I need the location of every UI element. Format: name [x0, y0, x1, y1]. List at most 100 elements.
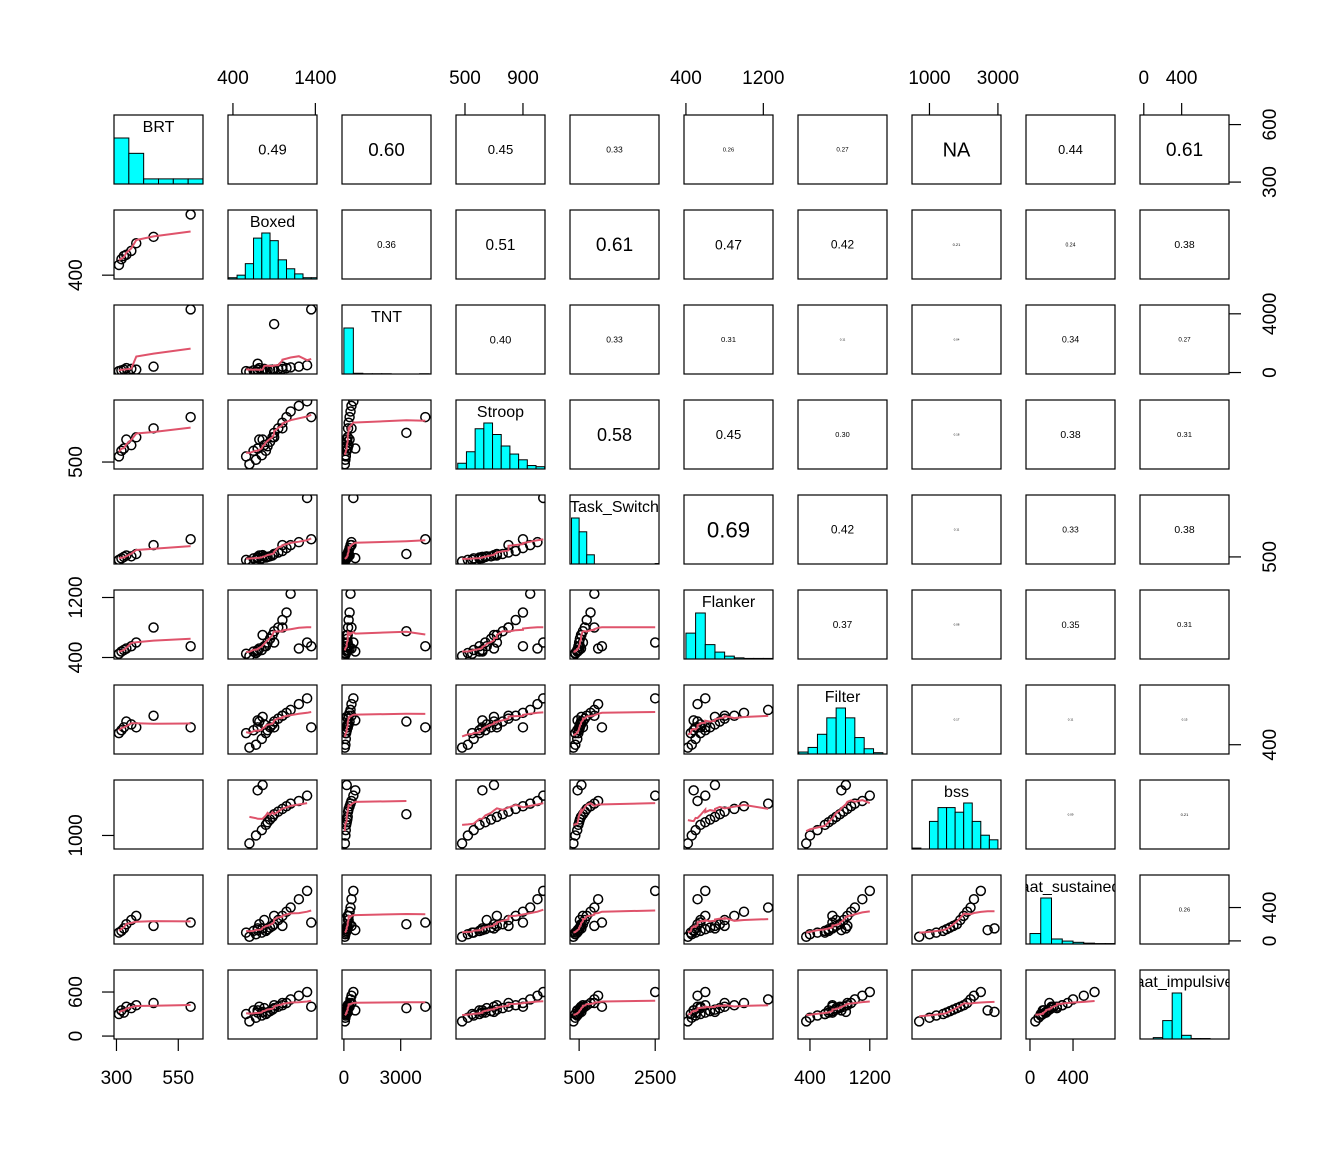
scatter-point — [1079, 991, 1088, 1000]
panel — [114, 413, 195, 461]
panel: 0.30 — [835, 430, 849, 439]
panel — [114, 911, 195, 937]
correlation-label: 0.11 — [840, 338, 846, 342]
panel — [114, 711, 195, 737]
correlation-label: 0.30 — [835, 430, 849, 439]
panel: 0.33 — [606, 144, 623, 154]
histogram-bar — [947, 808, 956, 849]
panel-border — [798, 780, 887, 849]
scatter-point — [597, 723, 606, 732]
scatter-point — [402, 1004, 411, 1013]
histogram-bar — [484, 423, 493, 469]
panel-border — [570, 875, 659, 944]
histogram-bar — [938, 808, 947, 849]
panel — [458, 694, 548, 752]
x-tick-label: 400 — [794, 1068, 826, 1089]
correlation-label: 0.17 — [954, 718, 960, 722]
scatter-point — [539, 694, 548, 703]
scatter-point — [303, 397, 312, 406]
smooth-line — [345, 420, 426, 455]
scatter-point — [492, 812, 501, 821]
scatter-point — [701, 886, 710, 895]
y-tick-label: 0 — [1260, 936, 1281, 947]
correlation-label: 0.11 — [954, 528, 960, 532]
scatter-point — [858, 895, 867, 904]
histogram-bar — [188, 179, 203, 184]
correlation-label: 0.24 — [1066, 242, 1076, 248]
scatter-point — [693, 700, 702, 709]
scatter-point — [651, 791, 660, 800]
scatter-point — [458, 839, 467, 848]
panel: 0.31 — [1177, 620, 1192, 629]
scatter-point — [307, 723, 316, 732]
scatter-point — [764, 995, 773, 1004]
panel: 0.11 — [954, 528, 960, 532]
histogram-bar — [855, 738, 864, 754]
scatter-point — [245, 460, 254, 469]
panel: 0.49 — [258, 143, 286, 159]
panel-border — [114, 210, 203, 279]
scatter-point — [258, 781, 267, 790]
x-tick-label: 900 — [507, 68, 539, 89]
panel-border — [342, 780, 431, 849]
correlation-label: 0.45 — [488, 142, 513, 157]
scatter-point — [186, 210, 195, 219]
panel: 0.21 — [1181, 812, 1190, 817]
scatter-point — [597, 918, 606, 927]
scatter-point — [478, 786, 487, 795]
panel — [242, 305, 316, 376]
scatter-point — [402, 920, 411, 929]
panel: 0.60 — [368, 139, 405, 160]
panel: 0.17 — [954, 718, 960, 722]
smooth-line — [119, 428, 191, 452]
scatter-point — [539, 791, 548, 800]
panel: TNT — [344, 309, 429, 374]
panel — [458, 781, 548, 848]
histogram-bar — [519, 460, 528, 469]
histogram-bar — [458, 463, 467, 469]
panel: 0.27 — [836, 147, 849, 154]
scatter-point — [701, 988, 710, 997]
scatter-point — [693, 895, 702, 904]
y-tick-label: 400 — [1260, 892, 1281, 924]
correlation-label: 0.51 — [486, 237, 516, 254]
scatter-point — [421, 723, 430, 732]
scatter-point — [511, 616, 520, 625]
scatter-point — [865, 886, 874, 895]
scatter-point — [518, 608, 527, 617]
panel: 0.27 — [1178, 337, 1191, 344]
correlation-label: 0.37 — [833, 620, 853, 631]
panel: 0.69 — [707, 517, 750, 542]
histogram-bar — [836, 708, 845, 754]
panel: 0.26 — [1179, 908, 1191, 914]
x-tick-label: 550 — [162, 1068, 194, 1089]
histogram-bar — [254, 238, 262, 279]
correlation-label: 0.49 — [258, 143, 286, 159]
scatter-point — [1058, 1001, 1067, 1010]
scatter-point — [492, 911, 501, 920]
histogram-bar — [245, 264, 253, 279]
y-tick-label: 400 — [66, 642, 87, 674]
scatter-point — [303, 988, 312, 997]
panel: 0.15 — [1182, 718, 1188, 722]
panel: Task_Switch — [570, 499, 663, 564]
smooth-line — [345, 1002, 426, 1015]
histogram-bar — [864, 749, 873, 754]
x-tick-label: 0 — [1025, 1068, 1036, 1089]
panel — [1031, 988, 1099, 1026]
panel — [569, 781, 660, 848]
scatter-point — [303, 361, 312, 370]
panel — [340, 397, 429, 469]
scatter-point — [421, 1002, 430, 1011]
histogram-bar — [278, 260, 286, 279]
scatter-point — [263, 818, 272, 827]
correlation-label: 0.47 — [715, 236, 742, 252]
scatter-point — [349, 886, 358, 895]
correlation-label: 0.61 — [1166, 140, 1203, 161]
scatter-point — [463, 831, 472, 840]
correlation-label: 0.58 — [597, 425, 632, 445]
histogram-bar — [579, 532, 587, 564]
panel: 0.08 — [954, 623, 960, 627]
